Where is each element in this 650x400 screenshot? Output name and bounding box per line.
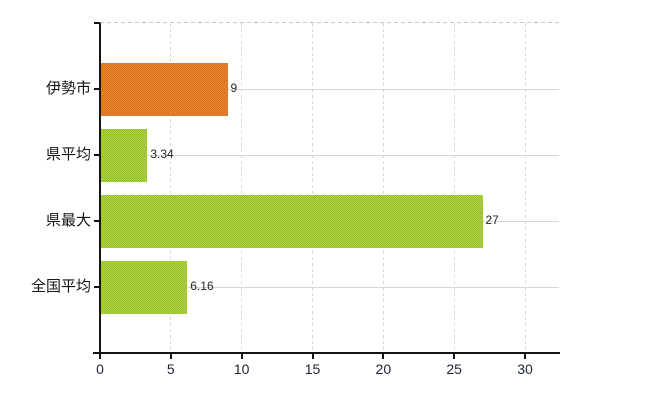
x-tick-label: 0 — [96, 361, 104, 377]
value-label: 27 — [485, 213, 499, 227]
x-axis-tick — [453, 354, 456, 359]
category-label: 県最大 — [45, 212, 91, 229]
plot-top-border — [100, 22, 559, 23]
x-tick-label: 15 — [304, 361, 321, 377]
y-axis-line — [99, 23, 101, 358]
x-axis-tick — [524, 354, 526, 359]
category-label: 県平均 — [45, 146, 91, 163]
h-gridline — [100, 155, 559, 156]
y-axis-tick — [94, 220, 100, 222]
x-tick-label: 25 — [446, 361, 462, 377]
bar — [100, 128, 148, 182]
value-label: 3.34 — [150, 147, 174, 161]
v-gridline — [241, 23, 243, 353]
v-gridline — [453, 23, 455, 353]
x-axis-tick — [240, 354, 243, 359]
v-gridline — [170, 23, 172, 353]
category-label: 全国平均 — [30, 278, 91, 295]
bar — [100, 194, 483, 248]
bar — [100, 62, 228, 116]
x-axis-line — [93, 352, 560, 354]
h-gridline — [100, 89, 559, 90]
v-gridline — [382, 23, 384, 353]
x-tick-label: 10 — [233, 361, 250, 377]
x-axis-tick — [169, 354, 172, 359]
v-gridline — [524, 23, 526, 353]
h-gridline — [100, 287, 559, 288]
x-axis-tick — [382, 354, 385, 359]
x-axis-tick — [311, 354, 314, 359]
y-axis-top-tick — [94, 22, 100, 24]
y-axis-tick — [94, 88, 100, 90]
x-axis-tick — [99, 354, 101, 359]
value-label: 9 — [230, 81, 238, 95]
bar — [100, 260, 188, 314]
value-label: 6.16 — [190, 279, 214, 293]
y-axis-tick — [94, 154, 100, 156]
y-axis-tick — [94, 286, 100, 288]
x-tick-label: 30 — [517, 361, 533, 377]
v-gridline — [312, 23, 313, 353]
category-label: 伊勢市 — [45, 80, 91, 97]
x-tick-label: 5 — [166, 361, 175, 377]
x-tick-label: 20 — [375, 361, 392, 377]
